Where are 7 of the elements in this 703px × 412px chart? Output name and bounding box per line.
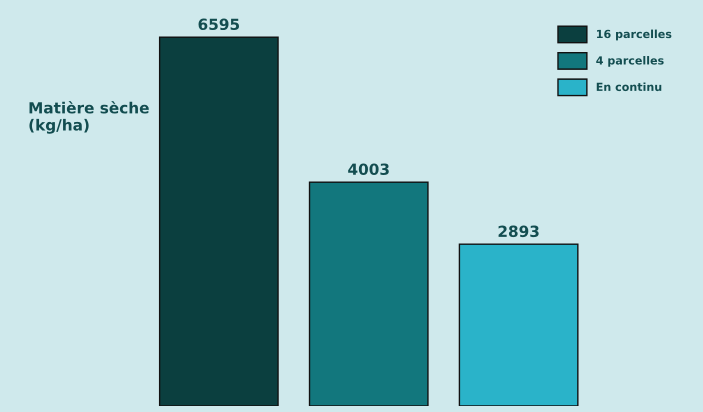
data-label: 2893 xyxy=(498,226,539,238)
legend-label: En continu xyxy=(596,82,662,92)
y-axis-title: Matière sèche (kg/ha) xyxy=(29,101,149,134)
legend-label: 16 parcelles xyxy=(597,30,672,40)
legend-label: 4 parcelles xyxy=(596,56,664,67)
data-label: 6595 xyxy=(198,18,240,30)
data-label: 4003 xyxy=(348,163,389,176)
